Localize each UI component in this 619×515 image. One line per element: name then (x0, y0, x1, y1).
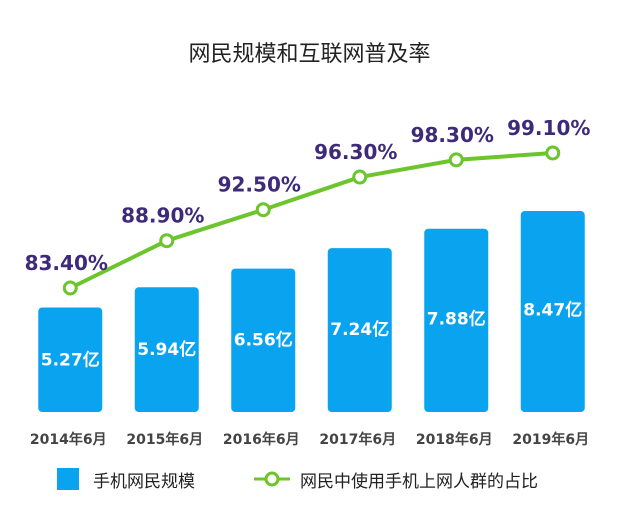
bar-value-label: 6.56亿 (234, 329, 293, 350)
bar (134, 287, 199, 412)
legend-bar: 手机网民规模 (57, 466, 195, 492)
line-value-label: 99.10% (507, 116, 590, 140)
bar (327, 248, 392, 412)
line-point (62, 280, 78, 296)
x-tick-label: 2018年6月 (416, 431, 493, 448)
bar (231, 268, 296, 412)
legend-bar-swatch (57, 468, 79, 490)
line-value-label: 96.30% (314, 140, 397, 164)
line-point (448, 152, 464, 168)
bar-value-label: 5.27亿 (41, 350, 100, 371)
chart-plot: 5.27亿 5.94亿 6.56亿 7.24亿 7.88亿 8.47亿 83.40% 88.9… (25, 116, 591, 448)
line-point (545, 145, 561, 161)
line-value-label: 92.50% (218, 173, 301, 197)
line-point (352, 169, 368, 185)
bar-value-label: 7.88亿 (427, 309, 486, 330)
series-line (69, 150, 553, 290)
x-tick-label: 2016年6月 (223, 431, 300, 448)
bar-value-label: 5.94亿 (137, 339, 196, 360)
chart-title: 网民规模和互联网普及率 (188, 42, 431, 67)
legend-bar-label: 手机网民规模 (93, 471, 195, 492)
line-value-label: 88.90% (121, 204, 204, 228)
x-tick-label: 2019年6月 (512, 431, 589, 448)
line-value-label: 98.30% (411, 123, 494, 147)
legend-line: 网民中使用手机上网人群的占比 (252, 466, 538, 492)
bar (424, 228, 489, 412)
line-point (255, 202, 271, 218)
x-tick-label: 2017年6月 (319, 431, 396, 448)
x-tick-label: 2015年6月 (126, 431, 203, 448)
bar (38, 307, 103, 412)
line-value-label: 83.40% (25, 251, 108, 275)
legend-line-swatch (254, 471, 290, 487)
bar (520, 211, 585, 412)
bar-value-label: 7.24亿 (330, 319, 389, 340)
x-tick-label: 2014年6月 (30, 431, 107, 448)
legend-line-label: 网民中使用手机上网人群的占比 (300, 471, 538, 492)
bar-value-label: 8.47亿 (523, 299, 582, 320)
line-point (159, 233, 175, 249)
